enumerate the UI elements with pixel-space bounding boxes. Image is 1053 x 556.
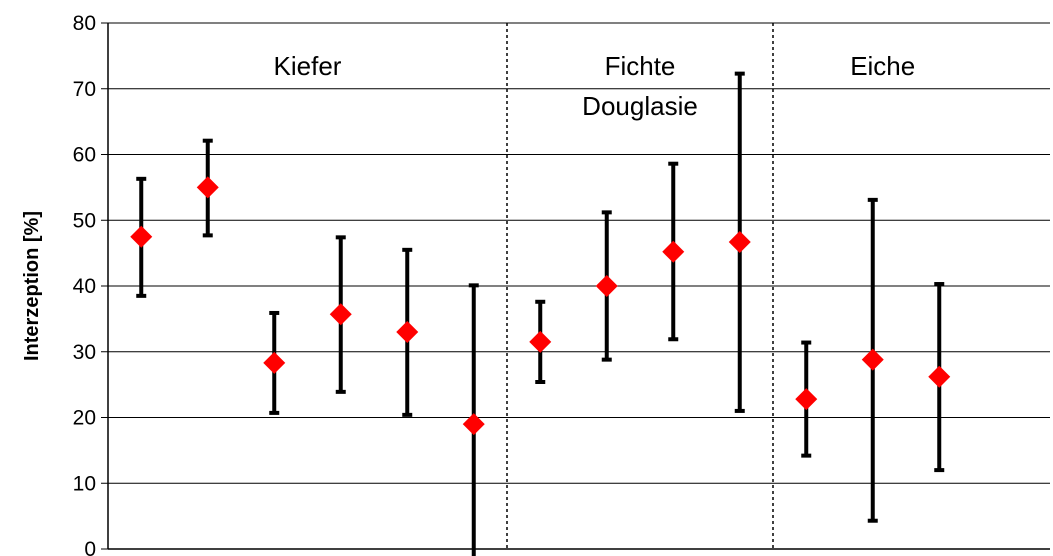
group-labels: Kiefer Fichte Douglasie Eiche bbox=[274, 51, 916, 121]
data-point-marker bbox=[462, 413, 485, 436]
data-point-marker bbox=[595, 275, 618, 297]
group-dividers bbox=[506, 23, 774, 549]
data-point-marker bbox=[396, 321, 419, 344]
data-point-marker bbox=[329, 303, 352, 326]
y-tick-label: 70 bbox=[73, 78, 96, 101]
data-point-marker bbox=[795, 388, 818, 411]
markers bbox=[130, 176, 951, 436]
data-point-marker bbox=[861, 348, 884, 371]
y-tick-label: 20 bbox=[73, 407, 96, 430]
y-tick-label: 30 bbox=[73, 341, 96, 364]
data-point-marker bbox=[263, 351, 286, 374]
grid bbox=[108, 88, 1050, 484]
y-tick-label: 50 bbox=[73, 209, 96, 232]
y-tick-label: 60 bbox=[73, 144, 96, 167]
group-label: Douglasie bbox=[582, 91, 698, 121]
data-point-marker bbox=[662, 240, 685, 263]
group-label: Eiche bbox=[850, 51, 915, 81]
data-point-marker bbox=[928, 365, 951, 388]
data-point-marker bbox=[196, 176, 219, 199]
group-label: Kiefer bbox=[274, 51, 342, 81]
y-axis: 0 10 20 30 40 50 60 70 80 bbox=[73, 12, 108, 556]
y-tick-label: 10 bbox=[73, 472, 96, 495]
group-label: Fichte bbox=[605, 51, 676, 81]
data-point-marker bbox=[130, 225, 153, 248]
y-tick-label: 80 bbox=[73, 12, 96, 35]
data-point-marker bbox=[529, 330, 552, 353]
y-axis-label: Interzeption [%] bbox=[21, 211, 43, 361]
y-tick-label: 0 bbox=[84, 538, 96, 556]
data-point-marker bbox=[728, 230, 751, 253]
y-tick-label: 40 bbox=[73, 275, 96, 298]
